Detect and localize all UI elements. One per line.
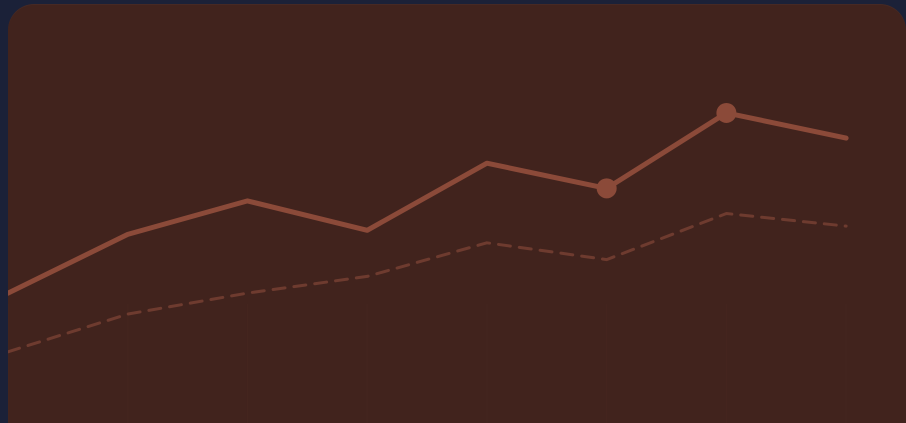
series-layer [8,110,849,354]
data-point-marker[interactable] [716,102,737,123]
data-point-marker[interactable] [596,178,617,199]
vertical-guides [8,304,847,423]
chart-card [8,4,906,423]
series-line-dashed [8,212,848,354]
markers-layer [596,102,737,199]
line-chart [8,102,849,423]
series-line-solid [8,110,849,296]
